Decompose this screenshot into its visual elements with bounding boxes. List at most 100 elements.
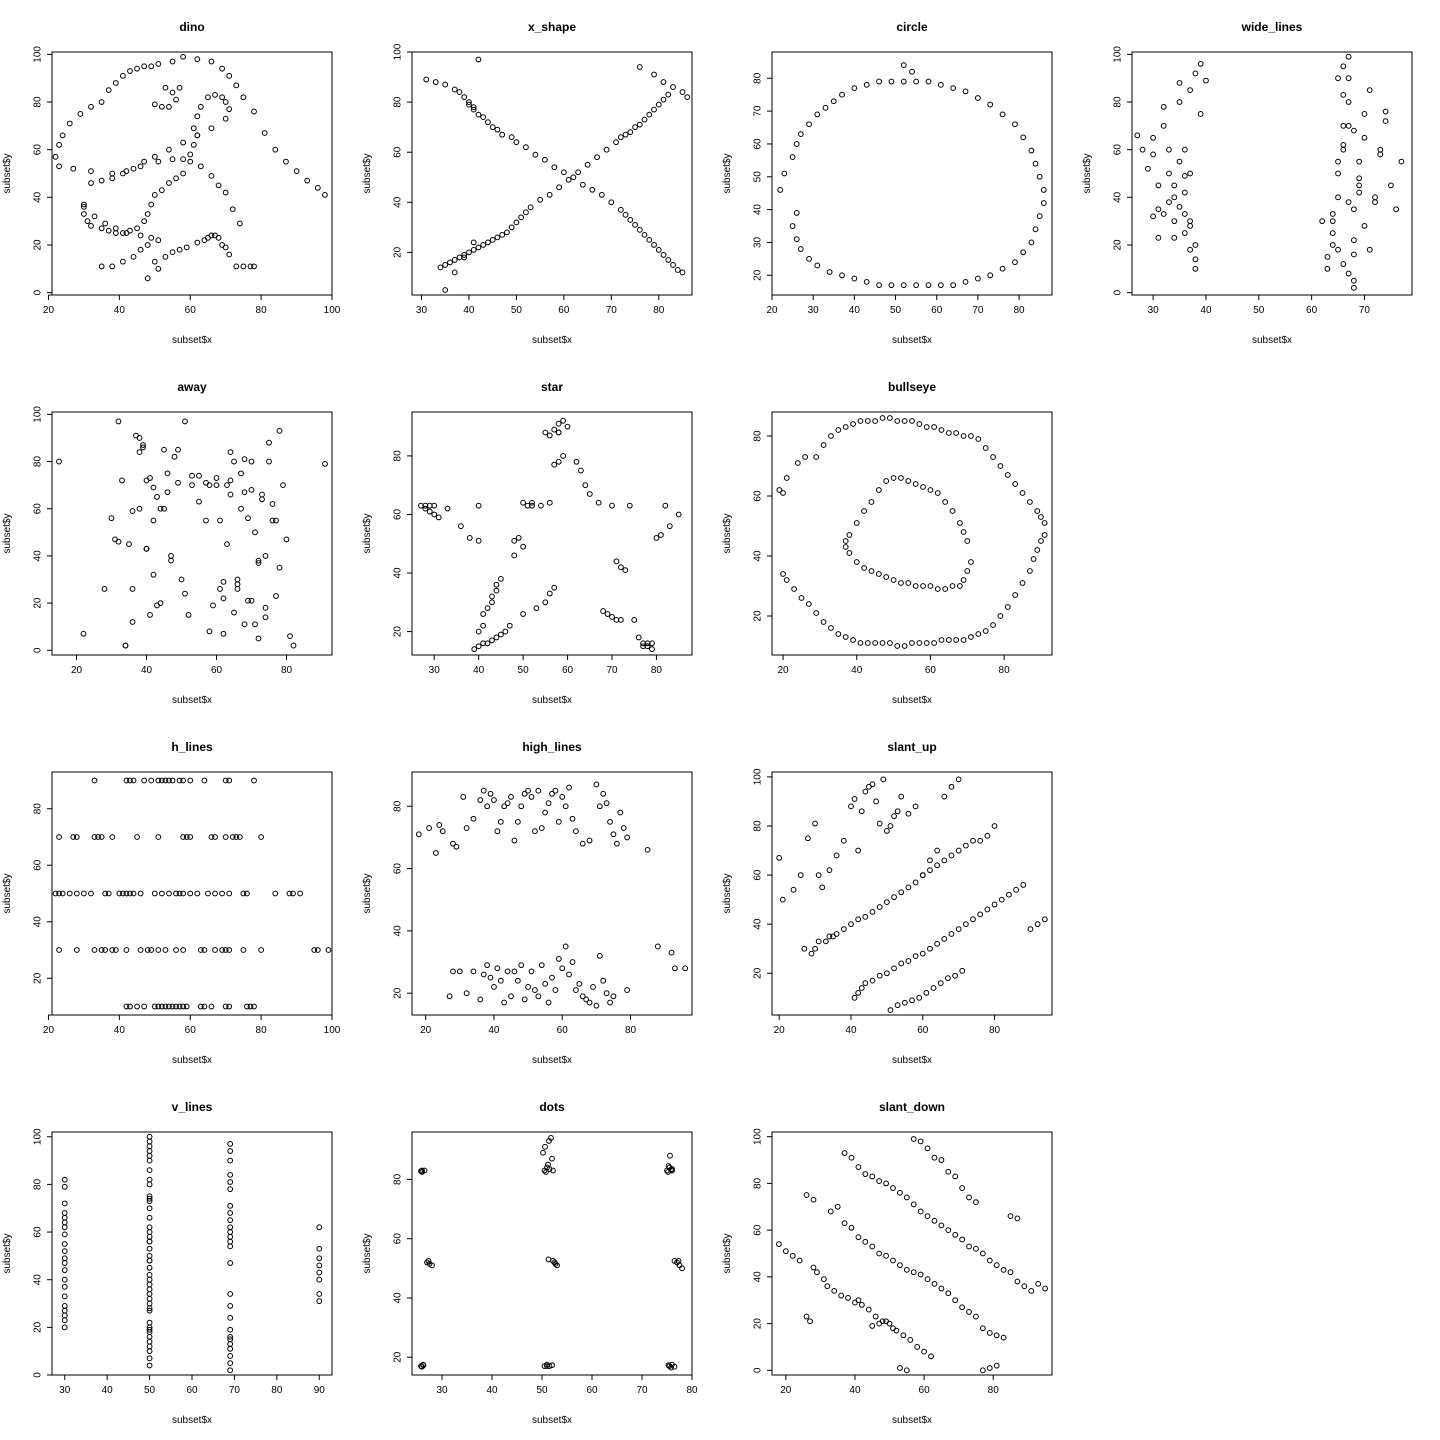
data-point [522,209,529,216]
data-point [905,580,912,586]
data-point [226,1003,233,1010]
data-point [466,101,472,108]
data-point [197,1003,204,1010]
data-point [974,275,981,282]
y-tick-label: 30 [753,236,764,248]
data-point [241,489,248,496]
data-point [180,1003,187,1010]
data-point [665,257,672,263]
data-point [898,475,904,481]
data-point [934,847,941,854]
data-point [846,550,853,556]
data-point [982,628,989,634]
data-point [429,1262,435,1269]
data-point [1171,234,1178,241]
data-point [883,828,890,834]
data-point [146,1291,153,1297]
data-point [934,862,941,869]
data-point [227,1186,234,1193]
data-point [1028,239,1035,246]
data-point [435,514,442,521]
data-point [986,1257,993,1264]
data-point [914,1344,921,1350]
data-point [208,125,215,132]
data-point [105,227,112,234]
data-point [931,424,938,430]
data-point [858,985,865,991]
x-tick-label: 40 [114,305,126,316]
data-point [499,231,506,238]
data-point [180,947,187,953]
data-point [180,170,187,177]
data-point [783,475,790,481]
y-tick-label: 20 [753,269,764,281]
data-point [233,834,240,840]
data-point [208,834,215,840]
data-point [559,794,566,800]
data-point [217,586,223,592]
data-point [426,508,433,515]
data-point [489,124,496,131]
y-axis-label: subset$y [362,153,373,193]
x-axis-label: subset$x [172,695,212,706]
data-point [431,502,438,509]
data-point [205,94,211,101]
data-point [105,87,112,94]
data-point [1335,158,1341,165]
data-point [252,621,258,628]
data-point [316,1269,323,1276]
data-point [115,418,122,425]
y-tick-label: 60 [393,1233,404,1245]
x-tick-label: 60 [1306,305,1318,316]
plot-frame [771,771,1053,1016]
y-tick-label: 60 [753,869,764,881]
data-point [603,990,610,997]
data-point [213,475,220,481]
data-point [966,1194,972,1201]
data-point [61,1324,68,1331]
data-point [835,427,842,433]
data-point [888,78,895,85]
x-tick-label: 60 [186,1385,198,1396]
data-point [894,418,901,424]
data-point [901,418,908,424]
scatter-panel: dots 30 40 50 60 70 80 20 40 60 80 subset$x subset$y [360,1080,720,1440]
data-point [102,947,109,953]
y-tick-label: 80 [1113,96,1124,108]
data-point [129,508,136,514]
data-point [576,980,583,987]
data-point [869,977,876,984]
data-point [542,429,549,436]
data-point [552,987,559,993]
data-point [180,890,187,897]
data-point [1324,265,1331,272]
data-point [127,1003,133,1010]
data-point [931,1154,938,1161]
data-point [1171,194,1178,201]
data-point [851,994,858,1001]
data-point [164,489,171,496]
data-point [227,1229,234,1235]
data-point [91,834,98,840]
x-tick-label: 30 [429,665,441,676]
data-point [1007,1269,1014,1276]
data-point [1028,1287,1035,1294]
data-point [147,475,153,481]
data-point [894,808,901,815]
data-point [316,1298,323,1305]
data-point [848,921,854,928]
data-point [876,282,882,289]
data-point [146,1264,153,1271]
data-point [931,640,938,646]
data-point [190,142,197,148]
data-point [316,1291,323,1297]
data-point [903,1367,910,1374]
data-point [820,1276,827,1283]
data-point [894,643,901,649]
data-point [102,220,109,227]
data-point [208,1003,215,1010]
y-tick-label: 0 [33,289,44,295]
data-point [586,491,593,497]
data-point [552,787,559,794]
data-point [1329,230,1336,236]
